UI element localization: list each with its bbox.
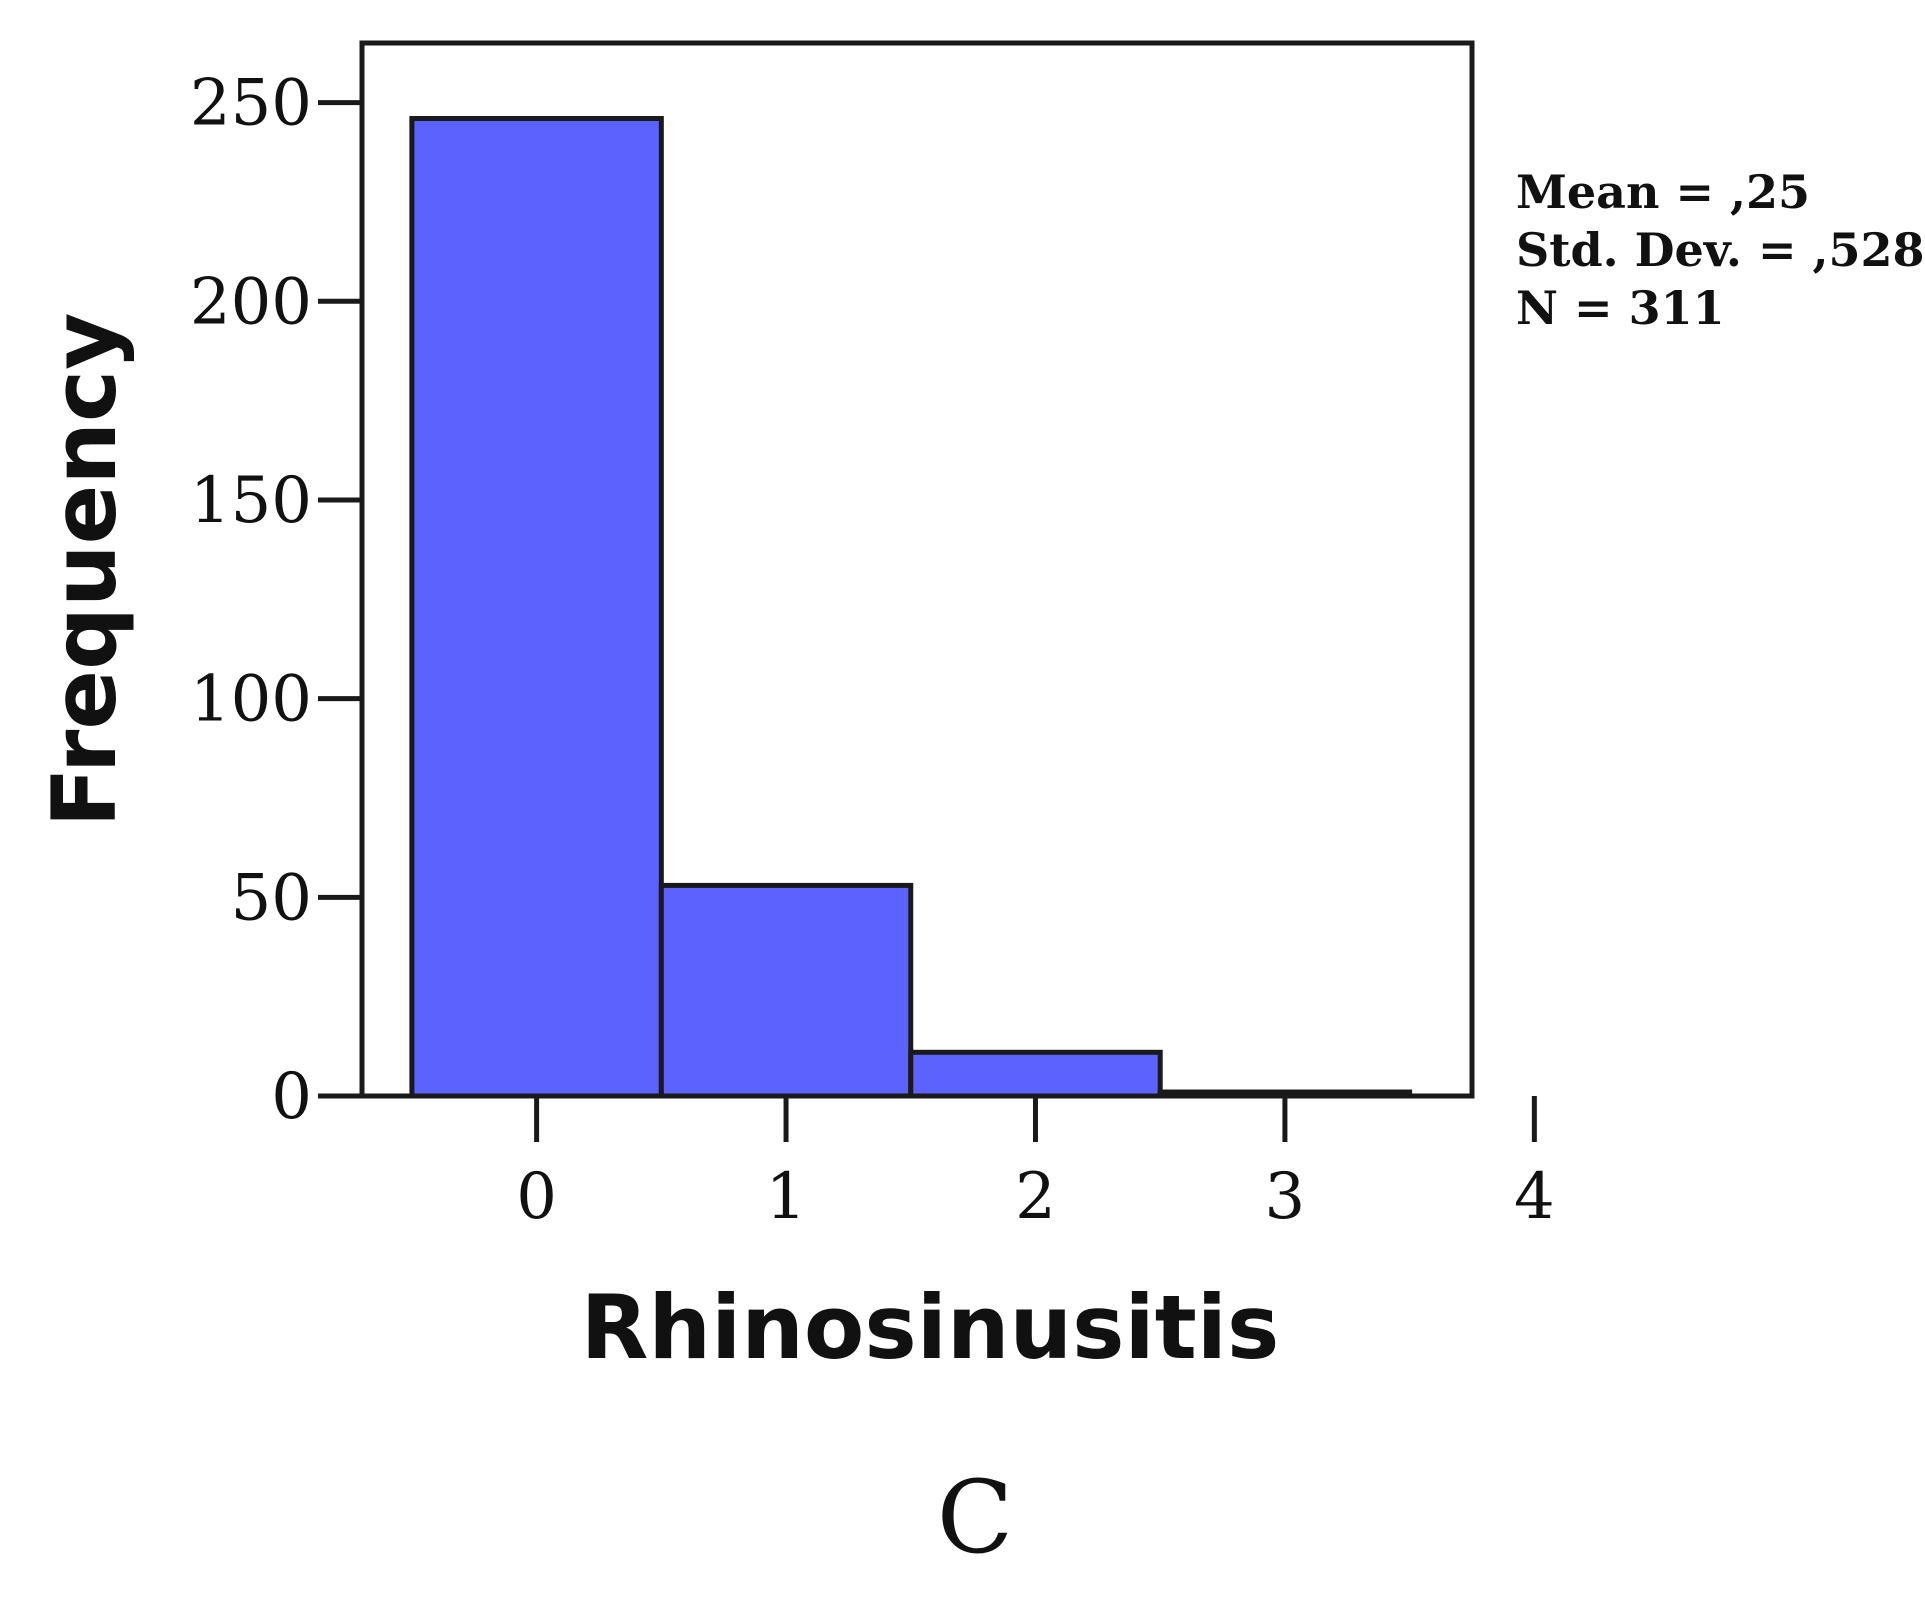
plot-frame: [359, 40, 1475, 1099]
stats-box: Mean = ,25 Std. Dev. = ,528 N = 311: [1516, 165, 1925, 335]
y-tick-label-100: 100: [190, 663, 312, 737]
bar-2: [908, 1049, 1163, 1099]
stats-mean: Mean = ,25: [1516, 165, 1810, 219]
bar-1: [658, 882, 914, 1099]
panel-label: C: [937, 1459, 1014, 1576]
stats-n: N = 311: [1516, 281, 1725, 335]
y-tick-label-250: 250: [190, 67, 312, 141]
y-tick-label-50: 50: [231, 861, 312, 935]
y-axis: 0 50 100 150 200 250: [190, 67, 362, 1134]
y-axis-title: Frequency: [33, 312, 136, 827]
x-tick-label-1: 1: [766, 1160, 807, 1234]
stats-std-dev: Std. Dev. = ,528: [1516, 223, 1925, 277]
x-tick-label-3: 3: [1265, 1160, 1306, 1234]
y-tick-label-150: 150: [190, 464, 312, 538]
bars: [409, 115, 1413, 1099]
y-tick-label-200: 200: [190, 265, 312, 339]
x-axis-title: Rhinosinusitis: [581, 1276, 1280, 1379]
x-tick-label-0: 0: [516, 1160, 557, 1234]
x-tick-label-4: 4: [1514, 1160, 1555, 1234]
x-tick-label-2: 2: [1015, 1160, 1056, 1234]
bar-0: [409, 115, 664, 1099]
x-axis: 0 1 2 3 4: [516, 1096, 1555, 1234]
y-tick-label-0: 0: [271, 1060, 312, 1134]
